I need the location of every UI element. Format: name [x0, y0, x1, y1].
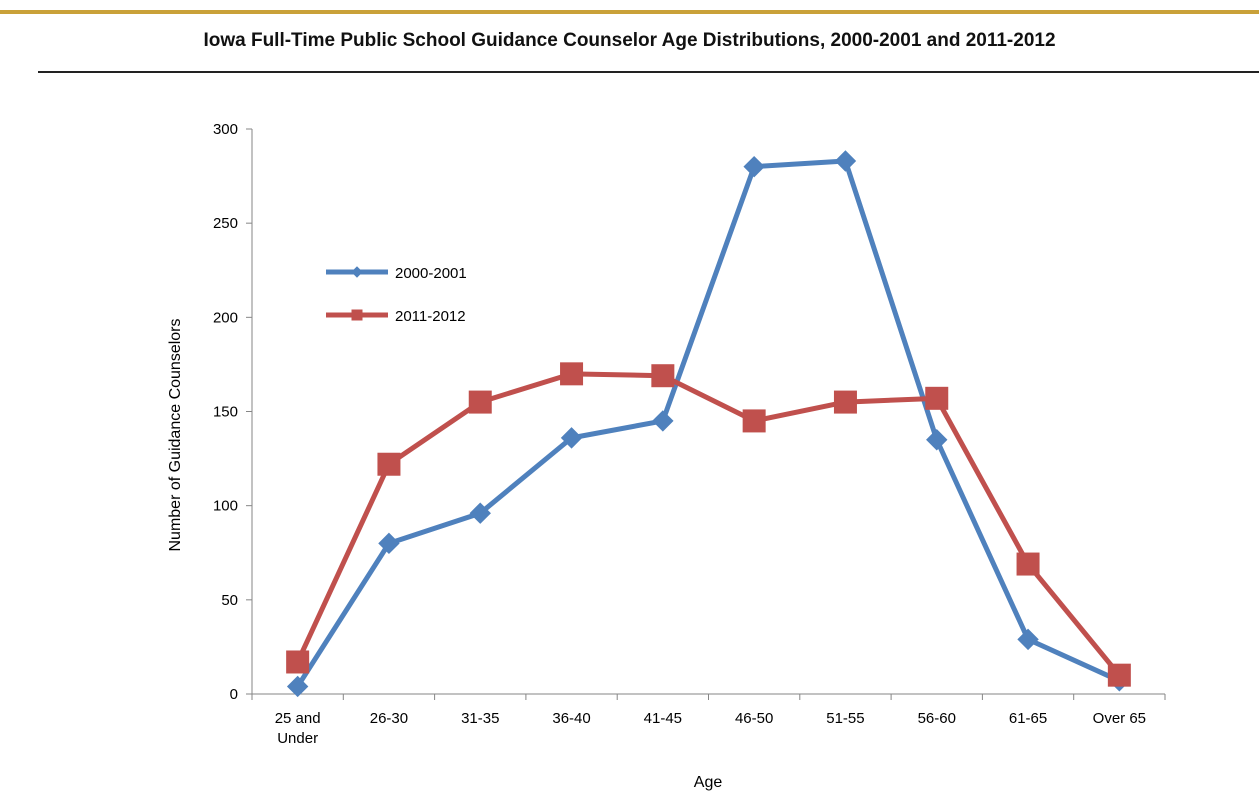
x-axis: 25 and Under 26-30 31-35 36-40 41-45 46-50 51-5… [251, 693, 1166, 747]
series-2011-2012 [286, 362, 1131, 687]
data-point-2011-2012-56-60 [925, 386, 949, 410]
x-tick-label-46-50: 46-50 [735, 710, 773, 727]
title-underline-rule [38, 71, 1259, 73]
data-point-2011-2012-25-and-under [286, 650, 310, 674]
legend-marker-2000-2001 [351, 266, 363, 278]
top-accent-rule [0, 10, 1259, 14]
x-tick-label-over-65: Over 65 [1093, 710, 1146, 727]
x-tick-label-36-40: 36-40 [552, 710, 590, 727]
data-point-2011-2012-26-30 [377, 452, 401, 476]
y-tick-label: 100 [213, 498, 238, 515]
data-point-2000-2001-56-60 [926, 429, 948, 451]
legend-item-2000-2001: 2000-2001 [326, 265, 467, 282]
data-point-2000-2001-31-35 [469, 502, 491, 524]
series-2000-2001 [286, 150, 1131, 698]
series-line-2011-2012 [295, 371, 1122, 677]
data-point-2000-2001-36-40 [560, 427, 583, 449]
y-tick-label: 200 [213, 309, 238, 326]
data-point-2011-2012-over-65 [1107, 663, 1131, 687]
x-tick-label-56-60: 56-60 [918, 710, 956, 727]
y-tick-label: 0 [230, 686, 238, 703]
x-tick-label-31-35: 31-35 [461, 710, 499, 727]
y-axis-label: Number of Guidance Counselors [167, 318, 184, 551]
data-point-2000-2001-25-and-under [286, 675, 309, 698]
data-point-2011-2012-36-40 [560, 362, 584, 386]
x-tick-label-51-55: 51-55 [826, 710, 864, 727]
x-tick-label-26-30: 26-30 [370, 710, 408, 727]
y-axis: 0 50 100 150 200 250 300 [213, 121, 253, 703]
data-point-2000-2001-51-55 [834, 150, 857, 172]
legend: 2000-2001 2011-2012 [326, 265, 467, 325]
series-layer [286, 150, 1131, 698]
y-tick-label: 250 [213, 215, 238, 232]
x-tick-label-41-45: 41-45 [644, 710, 682, 727]
data-point-2000-2001-41-45 [652, 410, 674, 432]
data-point-2000-2001-46-50 [743, 155, 765, 178]
y-tick-label: 150 [213, 404, 238, 421]
data-point-2011-2012-61-65 [1016, 552, 1040, 576]
data-point-2011-2012-41-45 [651, 364, 675, 388]
data-point-2000-2001-26-30 [378, 532, 400, 555]
x-tick-label-61-65: 61-65 [1009, 710, 1047, 727]
y-tick-label: 300 [213, 121, 238, 138]
legend-label-2011-2012: 2011-2012 [395, 308, 466, 325]
data-point-2011-2012-31-35 [468, 390, 492, 414]
data-point-2011-2012-46-50 [742, 409, 766, 433]
x-axis-label: Age [694, 774, 723, 791]
x-tick-label-25-and-under: 25 and Under [275, 710, 321, 747]
legend-label-2000-2001: 2000-2001 [395, 265, 467, 282]
data-point-2011-2012-51-55 [833, 390, 857, 414]
y-tick-label: 50 [221, 592, 238, 609]
chart-title: Iowa Full-Time Public School Guidance Co… [203, 30, 1056, 51]
legend-item-2011-2012: 2011-2012 [326, 308, 466, 325]
legend-marker-2011-2012 [351, 309, 363, 321]
series-line-2000-2001 [295, 158, 1121, 688]
data-point-2000-2001-61-65 [1017, 628, 1039, 651]
